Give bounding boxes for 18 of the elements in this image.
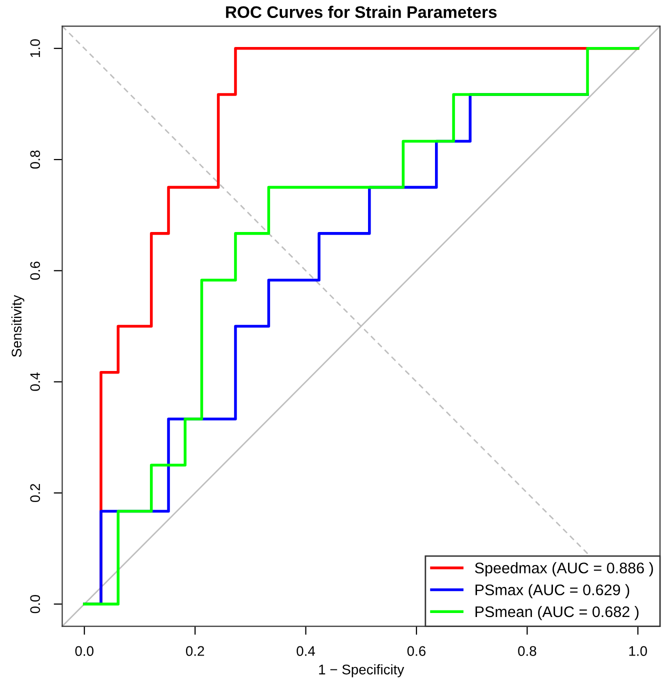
x-tick-label: 0.4 [296,646,316,656]
x-tick-label: 1.0 [629,646,647,656]
y-tick-label: 0.4 [30,372,40,391]
y-tick-label: 0.0 [30,594,40,614]
chart-title: ROC Curves for Strain Parameters [226,6,497,18]
y-axis-title: Sensitivity [11,295,24,357]
x-tick-label: 0.8 [518,646,536,656]
y-tick-label: 1.0 [30,39,40,57]
x-tick-label: 0.2 [186,646,204,656]
legend-label: Speedmax (AUC = 0.886 ) [475,562,653,576]
y-tick-label: 0.8 [30,150,40,169]
y-tick-label: 0.2 [30,484,40,502]
y-tick-label: 0.6 [30,262,40,280]
x-tick-label: 0.6 [407,646,426,656]
x-axis-title: 1 − Specificity [319,664,404,678]
legend-label: PSmean (AUC = 0.682 ) [476,606,639,620]
x-tick-label: 0.0 [75,646,94,656]
legend-label: PSmax (AUC = 0.629 ) [476,584,630,598]
